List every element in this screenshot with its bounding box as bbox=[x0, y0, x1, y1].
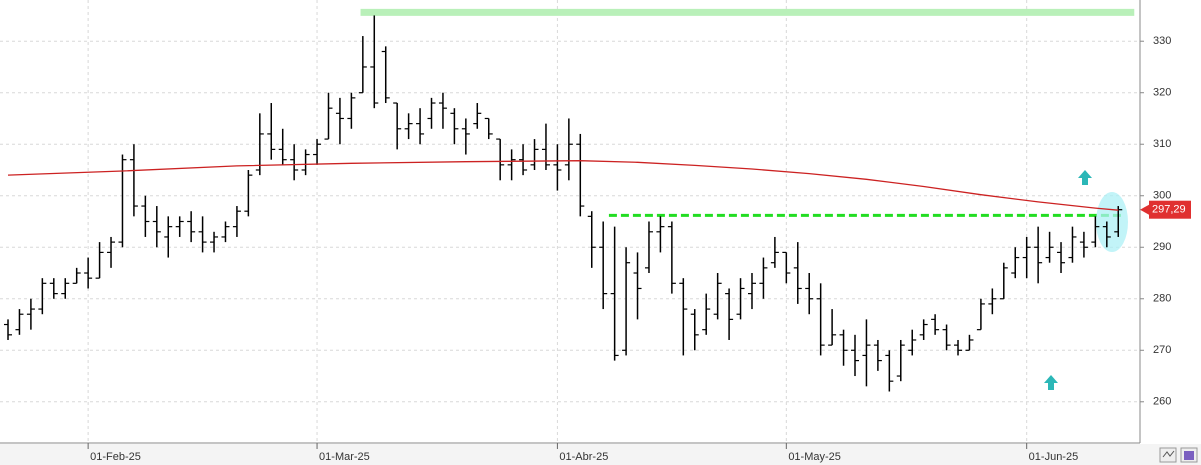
plot-area: 260 270 280 290 300 310 320 330 01-Feb-25 01-Mar-… bbox=[0, 0, 1171, 463]
y-tick-label: 280 bbox=[1153, 293, 1171, 305]
y-tick-label: 270 bbox=[1153, 344, 1171, 356]
y-tick-label: 310 bbox=[1153, 138, 1171, 150]
y-tick-label: 260 bbox=[1153, 396, 1171, 408]
moving-average bbox=[7, 160, 1119, 211]
marks: 297,29 bbox=[4, 15, 1191, 392]
save-icon bbox=[1184, 451, 1194, 460]
y-tick-label: 320 bbox=[1153, 87, 1171, 99]
last-price-label: 297,29 bbox=[1152, 204, 1186, 216]
x-tick-label: 01-May-25 bbox=[788, 451, 841, 463]
x-tick-label: 01-Jun-25 bbox=[1029, 451, 1079, 463]
highlight-ellipse bbox=[1096, 192, 1128, 252]
last-price-pointer bbox=[1140, 204, 1149, 215]
y-tick-label: 290 bbox=[1153, 241, 1171, 253]
x-tick-label: 01-Feb-25 bbox=[90, 451, 141, 463]
x-tick-label: 01-Mar-25 bbox=[319, 451, 370, 463]
date-axis-strip bbox=[0, 444, 1201, 465]
x-tick-label: 01-Abr-25 bbox=[559, 451, 608, 463]
last-price-box bbox=[1149, 200, 1191, 219]
up-arrow bbox=[1078, 170, 1092, 185]
zoom-icon bbox=[1162, 450, 1175, 458]
zoom-button[interactable] bbox=[1159, 447, 1177, 463]
up-arrow bbox=[1044, 375, 1058, 390]
y-tick-label: 300 bbox=[1153, 190, 1171, 202]
y-tick-label: 330 bbox=[1153, 35, 1171, 47]
